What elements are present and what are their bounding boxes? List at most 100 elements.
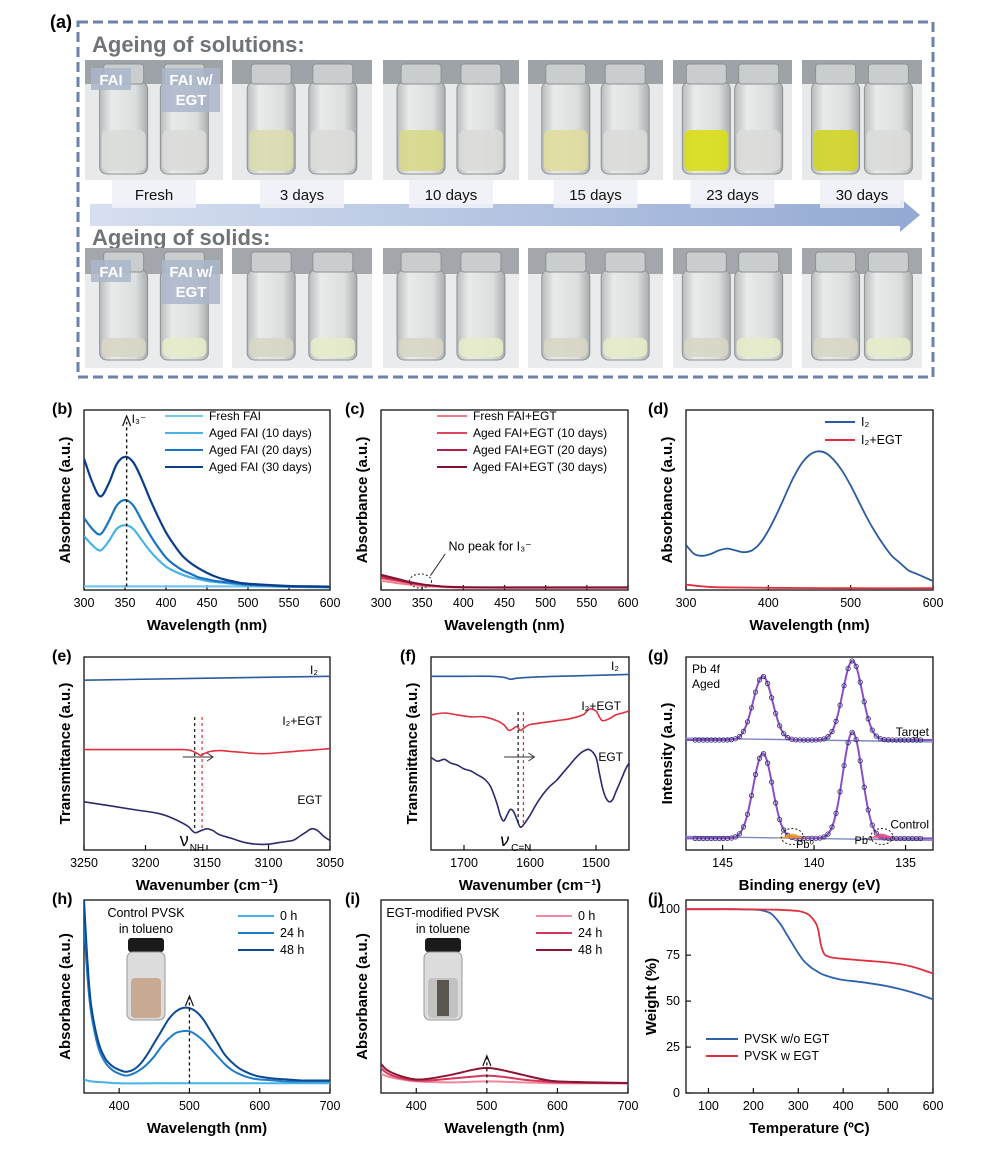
x-tick-label: 140 bbox=[804, 856, 825, 870]
xps-point bbox=[829, 728, 835, 735]
x-tick-label: 550 bbox=[576, 596, 597, 610]
xps-point bbox=[781, 731, 787, 737]
x-axis-label: Wavelength (nm) bbox=[444, 1120, 564, 1137]
x-tick-label: 400 bbox=[406, 1099, 427, 1113]
series-line-2 bbox=[84, 900, 330, 1082]
xps-point bbox=[833, 810, 839, 816]
series-line-1 bbox=[686, 583, 933, 590]
x-tick-label: 300 bbox=[74, 596, 95, 610]
xps-point bbox=[917, 835, 924, 842]
panel-label: (c) bbox=[345, 401, 365, 418]
vial-neck bbox=[685, 251, 727, 273]
vial-fai-solution bbox=[246, 63, 296, 175]
vial-powder bbox=[813, 338, 858, 357]
vial-fai-solution bbox=[396, 63, 446, 175]
vial-label-box bbox=[162, 260, 220, 304]
xps-point bbox=[873, 733, 879, 739]
legend-entry: PVSK w/o EGT bbox=[744, 1032, 830, 1046]
vial-neck bbox=[685, 63, 727, 85]
vial-powder bbox=[684, 338, 729, 357]
chart-i: (i) 400 500 600 700 Wavelength (nm) Absorbance… bbox=[345, 891, 638, 1137]
pb0-circle bbox=[870, 827, 894, 845]
vial-powder bbox=[736, 338, 781, 357]
x-tick-label: 1600 bbox=[516, 856, 544, 870]
legend-entry: Aged FAI (30 days) bbox=[209, 460, 312, 474]
plot-area bbox=[381, 573, 628, 589]
pb0-circle bbox=[780, 827, 804, 845]
series-label: I₂+EGT bbox=[581, 699, 621, 713]
x-tick-label: 550 bbox=[279, 596, 300, 610]
vial-liquid bbox=[310, 130, 355, 171]
xps-point bbox=[773, 800, 779, 806]
xps-point bbox=[857, 758, 863, 764]
y-axis-label: Intensity (a.u.) bbox=[659, 703, 676, 805]
inset-vial-cap bbox=[128, 938, 164, 952]
shift-arrowhead bbox=[528, 752, 536, 762]
inset-text-line1: Control PVSK bbox=[107, 906, 185, 920]
time-label: Fresh bbox=[135, 187, 173, 204]
xps-point bbox=[760, 673, 767, 680]
xps-point bbox=[917, 737, 924, 743]
vial-neck bbox=[460, 63, 502, 85]
vial-liquid bbox=[736, 130, 781, 171]
aged-label: Aged bbox=[692, 677, 720, 691]
xps-point bbox=[765, 760, 771, 766]
shift-arrowhead bbox=[206, 752, 214, 762]
vial-neck bbox=[604, 251, 646, 273]
panel-a-label: (a) bbox=[50, 12, 72, 32]
x-tick-label: 3100 bbox=[255, 856, 283, 870]
xps-point bbox=[821, 834, 827, 840]
xps-point bbox=[756, 755, 763, 761]
peak-annotation: I₃⁻ bbox=[132, 412, 147, 426]
vial-liquid bbox=[162, 130, 207, 171]
xps-point bbox=[845, 665, 851, 672]
legend-entry: PVSK w EGT bbox=[744, 1049, 819, 1063]
xps-point bbox=[748, 705, 755, 711]
inset-vial-liquid bbox=[131, 978, 161, 1018]
xps-point bbox=[869, 727, 875, 733]
vial-egt-solution bbox=[308, 63, 358, 175]
series-label: I₂ bbox=[310, 663, 318, 677]
panel-label: (g) bbox=[648, 648, 668, 665]
x-tick-label: 100 bbox=[698, 1099, 719, 1113]
vial-fai-solid bbox=[811, 251, 861, 361]
chart-g: (g) 145 140 135 Binding energy (eV) Intensity… bbox=[648, 648, 934, 894]
time-label: 10 days bbox=[425, 187, 478, 204]
series-line-0 bbox=[686, 908, 933, 1001]
vial-egt-solid bbox=[734, 251, 784, 361]
y-axis-label: Absorbance (a.u.) bbox=[57, 933, 74, 1060]
vial-egt-solution bbox=[456, 63, 506, 175]
vial-label-box bbox=[91, 68, 131, 90]
x-tick-label: 450 bbox=[494, 596, 515, 610]
x-tick-label: 400 bbox=[453, 596, 474, 610]
legend-entry: Aged FAI+EGT (10 days) bbox=[473, 426, 607, 440]
time-labels: Fresh 3 days 10 days 15 days 23 days 30 days bbox=[112, 180, 904, 208]
xps-point bbox=[760, 751, 767, 757]
x-axis-label: Wavelength (nm) bbox=[147, 617, 267, 634]
vial-label-fai: FAI bbox=[99, 264, 122, 281]
x-tick-label: 400 bbox=[156, 596, 177, 610]
x-axis-label: Wavelength (nm) bbox=[147, 1120, 267, 1137]
time-label: 15 days bbox=[569, 187, 622, 204]
chart-e: (e) 3250 3200 3150 3100 3050 Wavenumber (cm⁻¹)… bbox=[52, 648, 344, 894]
legend-entry: Aged FAI (20 days) bbox=[209, 443, 312, 457]
plot-frame bbox=[685, 899, 934, 1094]
x-axis-label: Wavelength (nm) bbox=[444, 617, 564, 634]
vial-powder bbox=[866, 338, 911, 357]
plot-frame bbox=[685, 656, 934, 851]
legend-entry: 24 h bbox=[578, 926, 602, 940]
legend-entry: Aged FAI+EGT (30 days) bbox=[473, 460, 607, 474]
vial-fai-solution bbox=[541, 63, 591, 175]
plot-area bbox=[84, 455, 330, 589]
vial-label-egt-line1: FAI w/ bbox=[169, 264, 213, 281]
plot-area bbox=[686, 908, 933, 1001]
xps-point bbox=[765, 680, 771, 687]
x-axis-label: Binding energy (eV) bbox=[739, 877, 881, 894]
vial-label-egt-line1: FAI w/ bbox=[169, 72, 213, 89]
vial-label-egt-line2: EGT bbox=[176, 92, 207, 109]
vial-liquid bbox=[458, 130, 503, 171]
time-label-box bbox=[820, 180, 904, 208]
x-tick-label: 400 bbox=[109, 1099, 130, 1113]
plot-area bbox=[84, 900, 330, 1085]
vial-neck bbox=[312, 251, 354, 273]
